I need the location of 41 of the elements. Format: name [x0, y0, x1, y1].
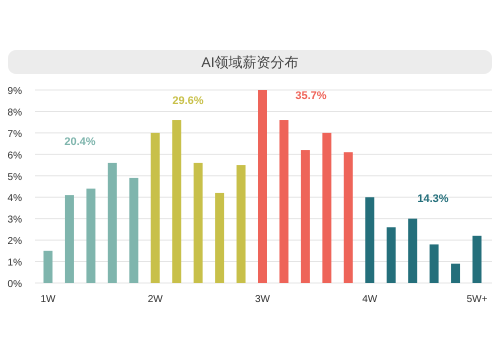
- annotation: 20.4%: [64, 136, 96, 148]
- y-tick-label: 7%: [8, 128, 22, 140]
- annotation: 29.6%: [172, 95, 204, 107]
- y-tick-label: 1%: [8, 258, 22, 269]
- y-tick-label: 8%: [8, 107, 22, 118]
- bar: [408, 218, 418, 283]
- x-tick-label: 5W+: [466, 294, 488, 305]
- y-tick-label: 0%: [8, 279, 22, 290]
- y-tick-label: 6%: [8, 150, 22, 162]
- bar: [236, 165, 246, 283]
- x-tick-label: 3W: [255, 294, 271, 305]
- annotation: 14.3%: [417, 193, 449, 205]
- bar: [430, 244, 439, 283]
- bar: [322, 132, 332, 283]
- bar: [194, 162, 203, 283]
- y-tick-label: 9%: [8, 86, 22, 97]
- bar: [172, 120, 182, 283]
- x-tick-label: 1W: [40, 294, 56, 305]
- x-tick-label: 4W: [362, 294, 378, 305]
- bar: [300, 150, 310, 283]
- y-tick-label: 4%: [8, 193, 22, 204]
- bar: [86, 188, 96, 283]
- bar: [215, 192, 224, 283]
- bar: [386, 227, 396, 283]
- bar: [472, 236, 482, 283]
- bar: [344, 152, 353, 283]
- bar: [150, 132, 160, 283]
- bar: [108, 162, 117, 283]
- x-tick-label: 2W: [148, 294, 164, 305]
- annotation: 35.7%: [295, 90, 327, 102]
- bar: [129, 178, 138, 283]
- bar: [279, 120, 288, 283]
- bar: [365, 197, 374, 283]
- y-tick-label: 5%: [8, 172, 22, 183]
- y-tick-label: 2%: [8, 236, 22, 248]
- bar: [44, 250, 52, 283]
- chart-title: AI领域薪资分布: [201, 54, 299, 70]
- y-tick-label: 3%: [8, 214, 22, 226]
- bar: [258, 90, 267, 283]
- bar: [64, 195, 74, 283]
- bar: [451, 264, 460, 283]
